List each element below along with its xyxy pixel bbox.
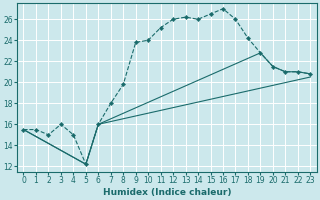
X-axis label: Humidex (Indice chaleur): Humidex (Indice chaleur) [103, 188, 231, 197]
